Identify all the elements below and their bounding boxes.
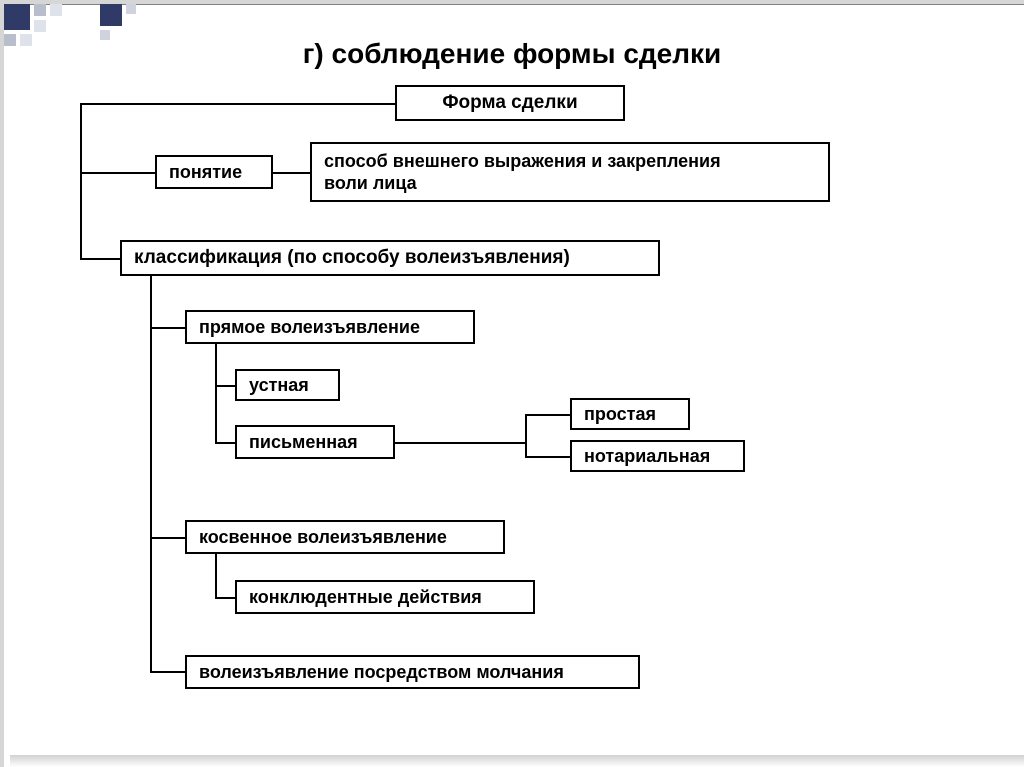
- deco-square: [34, 4, 46, 16]
- bottom-shadow: [10, 755, 1024, 767]
- node-silence: волеизъявление посредством молчания: [185, 655, 640, 689]
- deco-square: [34, 20, 46, 32]
- connector-line: [525, 414, 527, 458]
- connector-line: [215, 385, 235, 387]
- frame-left: [0, 0, 4, 767]
- node-classif: классификация (по способу волеизъявления…: [120, 240, 660, 276]
- connector-line: [80, 172, 155, 174]
- node-notarial: нотариальная: [570, 440, 745, 472]
- connector-line: [215, 597, 235, 599]
- node-concept_def: способ внешнего выражения и закрепленияв…: [310, 142, 830, 202]
- node-direct: прямое волеизъявление: [185, 310, 475, 344]
- connector-line: [80, 258, 120, 260]
- slide-title: г) соблюдение формы сделки: [0, 38, 1024, 70]
- node-conclud: конклюдентные действия: [235, 580, 535, 614]
- connector-line: [395, 442, 525, 444]
- connector-line: [80, 103, 395, 105]
- node-root: Форма сделки: [395, 85, 625, 121]
- connector-line: [150, 327, 185, 329]
- connector-line: [215, 442, 235, 444]
- deco-square: [50, 4, 62, 16]
- connector-line: [215, 554, 217, 597]
- connector-line: [150, 671, 185, 673]
- node-oral: устная: [235, 369, 340, 401]
- connector-line: [273, 172, 310, 174]
- connector-line: [525, 414, 570, 416]
- node-indirect: косвенное волеизъявление: [185, 520, 505, 554]
- deco-square: [4, 4, 30, 30]
- connector-line: [150, 537, 185, 539]
- node-simple: простая: [570, 398, 690, 430]
- connector-line: [525, 456, 570, 458]
- connector-line: [215, 344, 217, 442]
- node-concept: понятие: [155, 155, 273, 189]
- deco-square: [126, 4, 136, 14]
- connector-line: [80, 103, 82, 258]
- node-written: письменная: [235, 425, 395, 459]
- connector-line: [150, 276, 152, 673]
- deco-square: [100, 4, 122, 26]
